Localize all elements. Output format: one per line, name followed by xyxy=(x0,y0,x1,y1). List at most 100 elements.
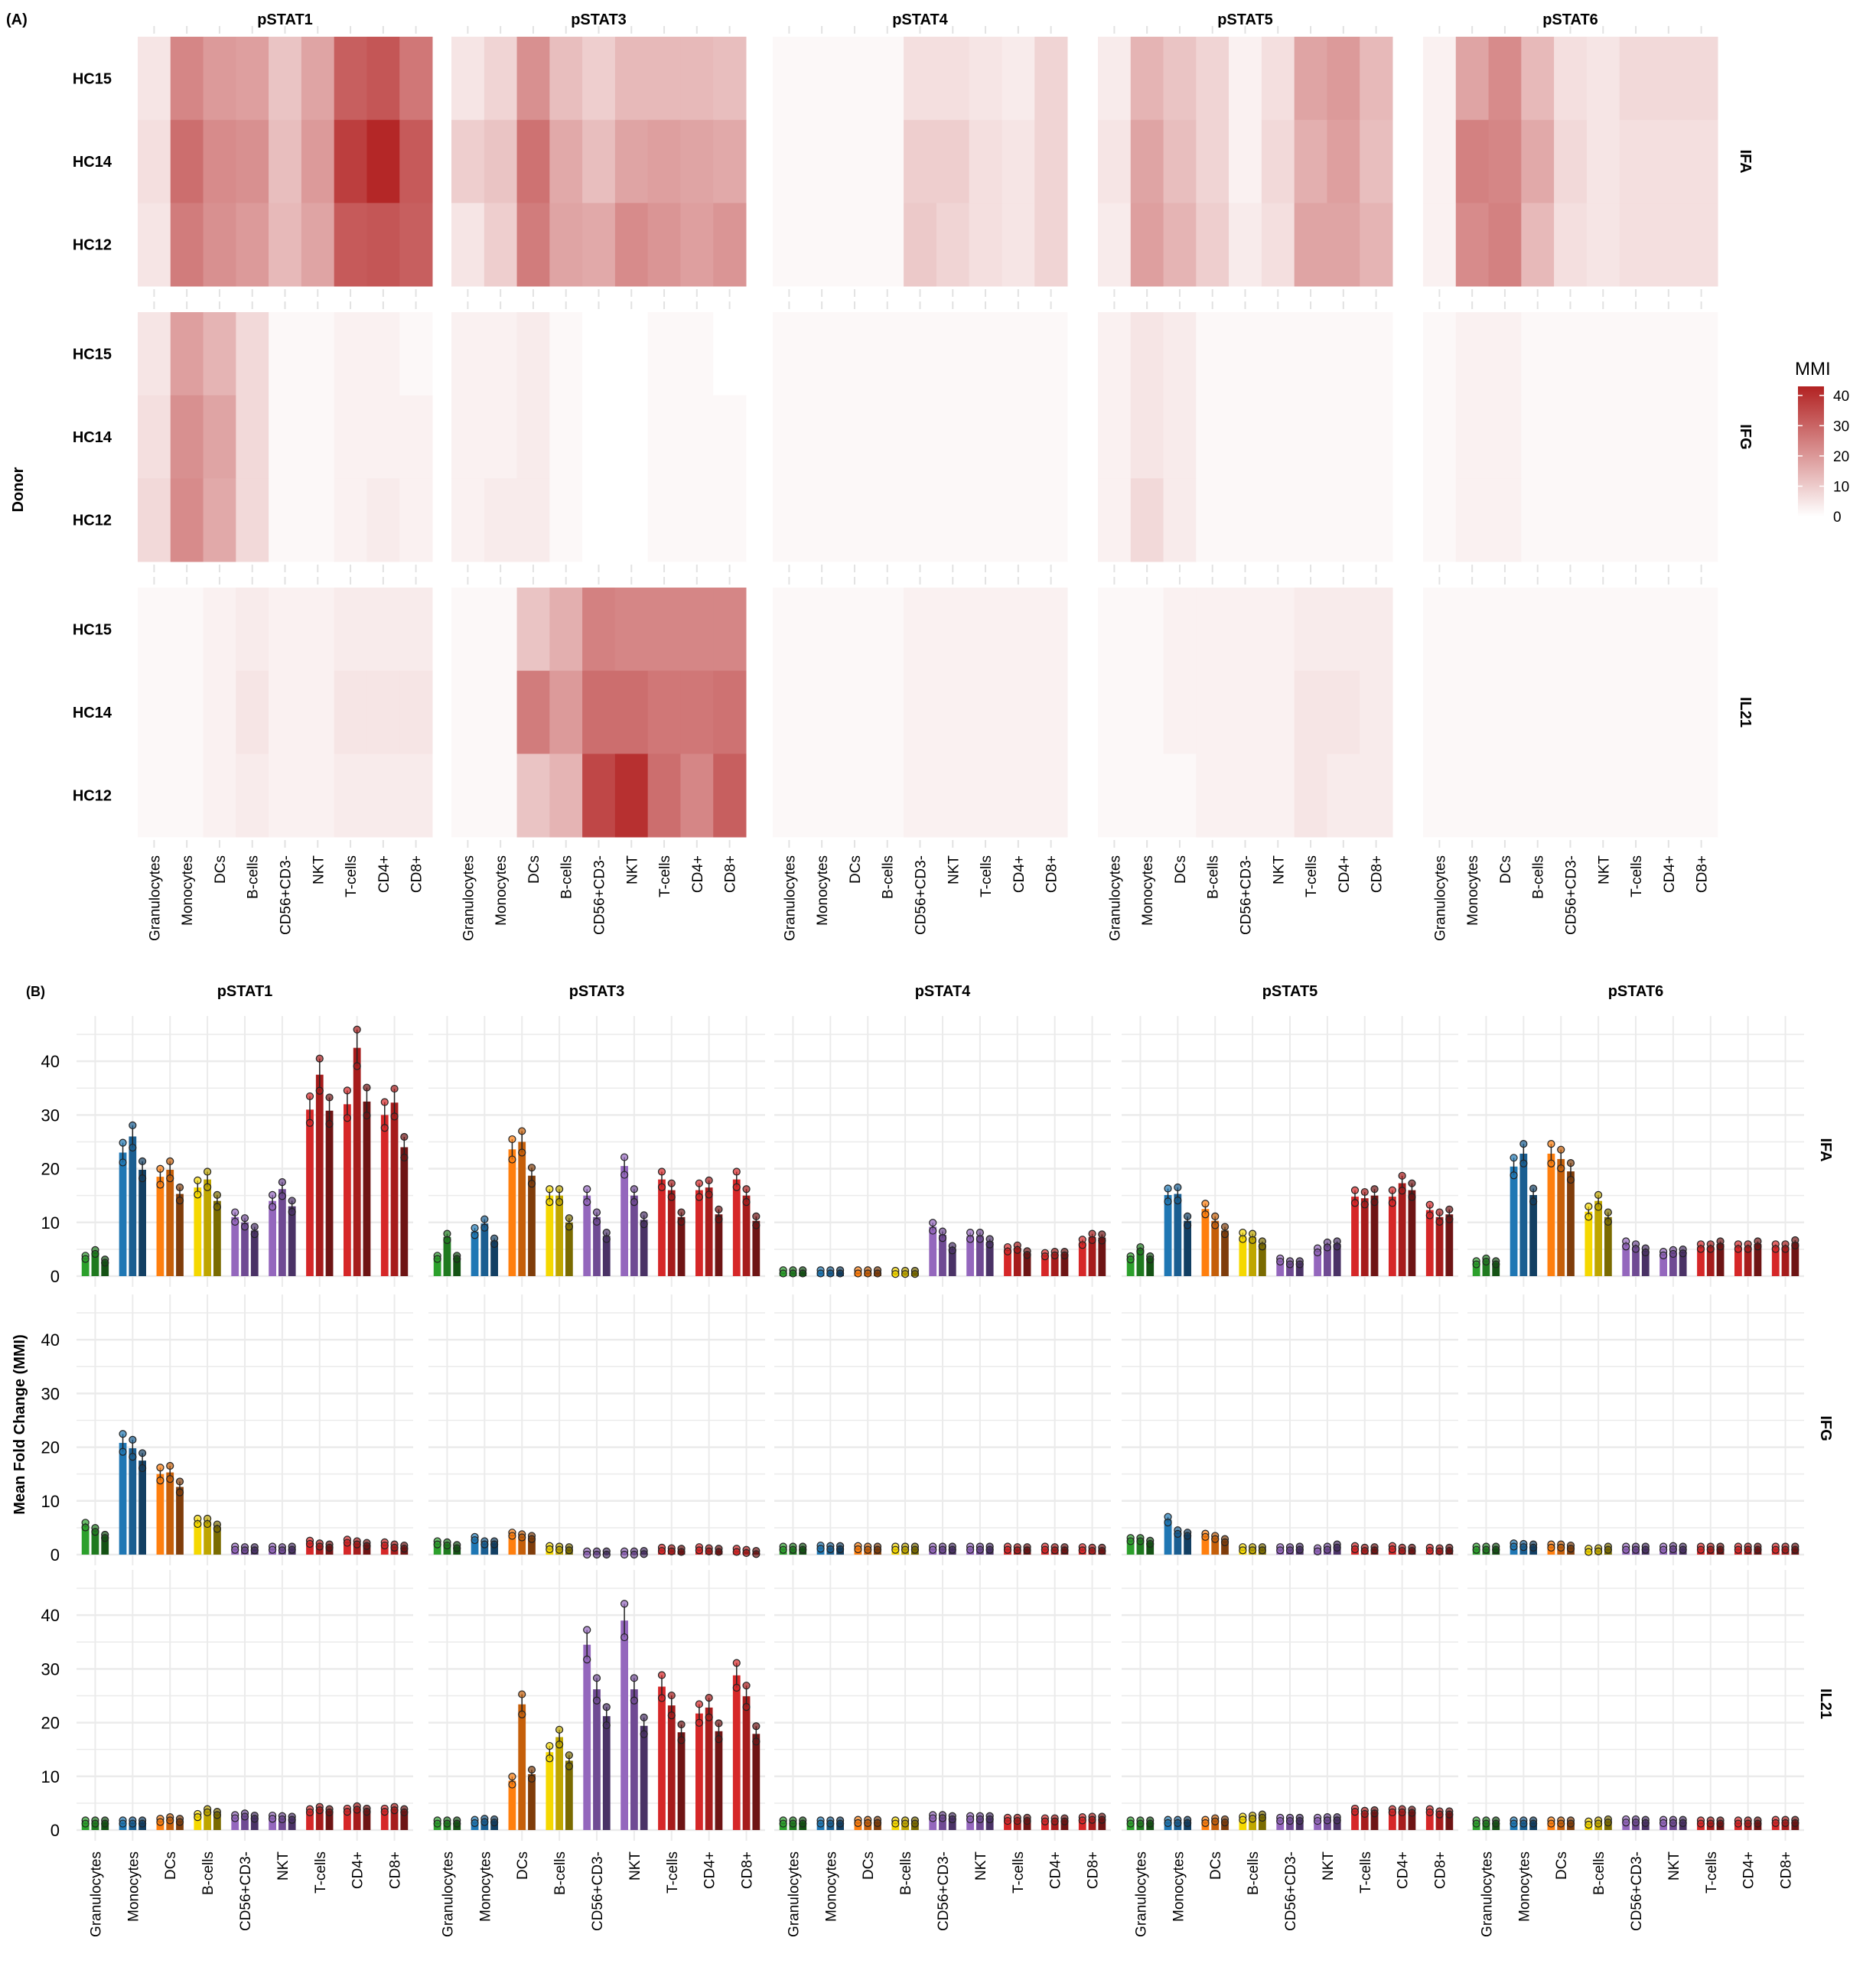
x-tick-label: Granulocytes xyxy=(1479,1851,1495,1937)
data-point xyxy=(353,1540,361,1549)
heatmap-cell xyxy=(170,312,204,396)
data-point xyxy=(1023,1816,1031,1825)
heatmap-cell xyxy=(1521,203,1555,287)
x-tick-label: Granulocytes xyxy=(786,1851,802,1937)
bar xyxy=(620,1620,628,1830)
heatmap-cell xyxy=(1034,312,1068,396)
bar xyxy=(1324,1245,1331,1276)
heatmap-cell xyxy=(936,395,970,479)
data-point xyxy=(156,1464,164,1472)
heatmap-cell xyxy=(1652,478,1685,562)
data-point xyxy=(1211,1535,1220,1543)
heatmap-cell xyxy=(1034,203,1068,287)
y-tick-label: 0 xyxy=(50,1821,60,1840)
bar xyxy=(231,1816,239,1830)
x-tick-label: DCs xyxy=(1173,855,1189,884)
bar xyxy=(1389,1810,1396,1830)
heatmap-cell xyxy=(484,203,518,287)
bar xyxy=(1259,1243,1266,1276)
x-tick-label: B-cells xyxy=(246,855,262,899)
data-point xyxy=(1258,1242,1266,1251)
bar xyxy=(471,1231,479,1276)
heatmap-cell xyxy=(138,670,171,754)
heatmap-cell xyxy=(451,478,485,562)
heatmap-cell xyxy=(1455,670,1490,754)
x-tick-label: CD56+CD3- xyxy=(590,1851,606,1931)
heatmap-cell xyxy=(301,395,335,479)
panel-a-label: (A) xyxy=(6,11,28,28)
heatmap-cell xyxy=(647,588,681,672)
x-tick-label: B-cells xyxy=(1206,855,1222,899)
heatmap-cell xyxy=(484,478,518,562)
data-point xyxy=(278,1178,286,1187)
data-point xyxy=(490,1819,499,1827)
data-point xyxy=(985,1815,994,1824)
data-point xyxy=(278,1815,286,1824)
bar xyxy=(1295,1262,1304,1276)
data-point xyxy=(1136,1537,1145,1545)
heatmap-cell xyxy=(1130,395,1164,479)
data-point xyxy=(101,1259,109,1267)
data-point xyxy=(602,1703,611,1711)
data-point xyxy=(929,1545,937,1554)
data-point xyxy=(231,1208,239,1216)
heatmap-cell xyxy=(549,588,583,672)
heatmap-cell xyxy=(236,203,269,287)
data-point xyxy=(1669,1819,1677,1827)
bar xyxy=(241,1815,249,1830)
x-tick-label: T-cells xyxy=(1629,855,1645,897)
data-point xyxy=(677,1548,686,1556)
data-point xyxy=(480,1215,489,1223)
x-tick-label: CD4+ xyxy=(376,855,392,893)
heatmap-cell xyxy=(138,37,171,121)
data-point xyxy=(1239,1546,1247,1555)
bar xyxy=(677,1216,686,1276)
heatmap-cell xyxy=(1685,37,1718,121)
heatmap-cell xyxy=(1327,395,1360,479)
heatmap-cell xyxy=(1002,203,1035,287)
heatmap-cell xyxy=(582,754,616,838)
bar xyxy=(81,1257,90,1276)
heatmap-cell xyxy=(1130,478,1164,562)
y-tick-label: 20 xyxy=(41,1438,60,1457)
data-point xyxy=(742,1682,751,1690)
heatmap-cell xyxy=(582,203,616,287)
data-point xyxy=(1519,1159,1528,1167)
bar xyxy=(1435,1216,1444,1276)
heatmap-cell xyxy=(1098,588,1132,672)
data-point xyxy=(508,1773,516,1781)
data-point xyxy=(640,1211,648,1220)
data-point xyxy=(433,1819,441,1828)
heatmap-cell xyxy=(516,37,550,121)
data-point xyxy=(315,1054,324,1063)
data-point xyxy=(1716,1545,1725,1554)
x-tick-label: NKT xyxy=(1271,855,1287,884)
data-point xyxy=(1669,1545,1677,1554)
bar xyxy=(480,1542,489,1555)
heatmap-cell xyxy=(838,203,871,287)
heatmap-cell xyxy=(366,670,400,754)
x-tick-label: B-cells xyxy=(898,1851,914,1895)
data-point xyxy=(1050,1546,1059,1555)
bar xyxy=(1259,1816,1266,1830)
data-point xyxy=(1679,1819,1687,1827)
heatmap-cell xyxy=(680,478,714,562)
x-tick-label: CD56+CD3- xyxy=(1564,855,1580,935)
data-point xyxy=(752,1722,760,1731)
data-point xyxy=(1696,1245,1705,1253)
bar xyxy=(443,1236,451,1276)
data-point xyxy=(213,1525,221,1533)
bar xyxy=(325,1810,334,1830)
x-tick-label: T-cells xyxy=(1304,855,1320,897)
data-point xyxy=(1398,1171,1406,1180)
bar xyxy=(1351,1197,1359,1276)
heatmap-cell xyxy=(1002,119,1035,204)
heatmap-cell xyxy=(871,670,904,754)
data-point xyxy=(1126,1819,1135,1828)
data-point xyxy=(119,1138,127,1147)
data-point xyxy=(101,1819,109,1828)
heatmap-cell xyxy=(1098,670,1132,754)
heatmap-cell xyxy=(871,395,904,479)
data-point xyxy=(1744,1545,1752,1554)
data-point xyxy=(1211,1221,1220,1229)
